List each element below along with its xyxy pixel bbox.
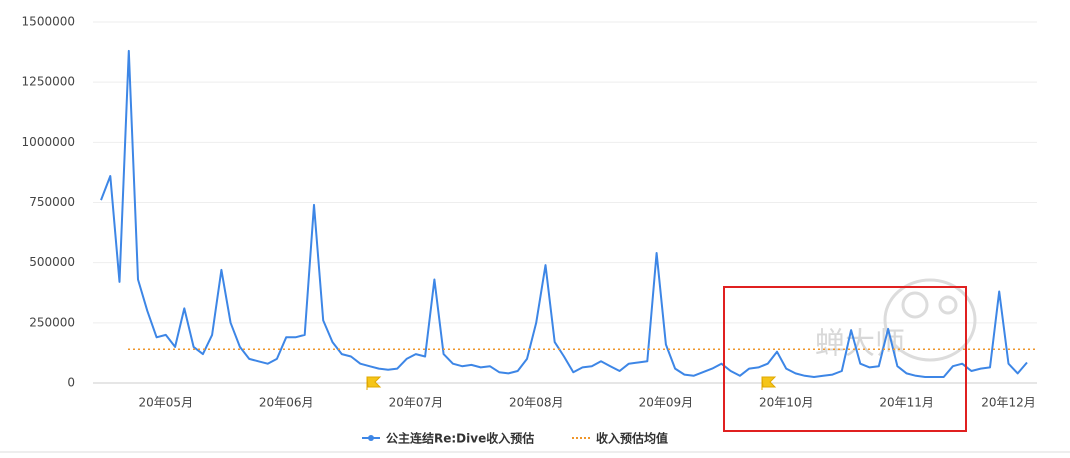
- y-tick-label: 1000000: [22, 135, 75, 149]
- x-tick-label: 20年11月: [879, 396, 934, 410]
- x-tick-label: 20年12月: [981, 396, 1036, 410]
- x-tick-label: 20年10月: [759, 396, 814, 410]
- legend-label: 收入预估均值: [596, 431, 668, 446]
- watermark: 蝉大师: [815, 327, 905, 362]
- highlight-box: [723, 286, 967, 432]
- x-tick-label: 20年09月: [639, 396, 694, 410]
- legend-swatch: [368, 435, 374, 441]
- grid: 0 250000 500000 750000 1000000 1250000 1500000…: [22, 15, 1037, 410]
- event-flag: [366, 376, 382, 390]
- x-tick-label: 20年07月: [389, 396, 444, 410]
- y-tick-label: 500000: [29, 255, 75, 269]
- event-flag: [761, 376, 777, 390]
- y-tick-label: 750000: [29, 195, 75, 209]
- y-tick-label: 1500000: [22, 15, 75, 29]
- legend: 公主连结Re:Dive收入预估 收入预估均值: [362, 431, 668, 446]
- x-tick-label: 20年06月: [259, 396, 314, 410]
- x-tick-label: 20年05月: [139, 396, 194, 410]
- legend-label: 公主连结Re:Dive收入预估: [386, 431, 534, 446]
- y-tick-label: 0: [67, 376, 75, 390]
- series-line: [100, 49, 1028, 378]
- watermark-logo: [883, 278, 977, 362]
- y-tick-label: 1250000: [22, 75, 75, 89]
- x-tick-label: 20年08月: [509, 396, 564, 410]
- y-tick-label: 250000: [29, 315, 75, 329]
- lines: [100, 49, 1037, 378]
